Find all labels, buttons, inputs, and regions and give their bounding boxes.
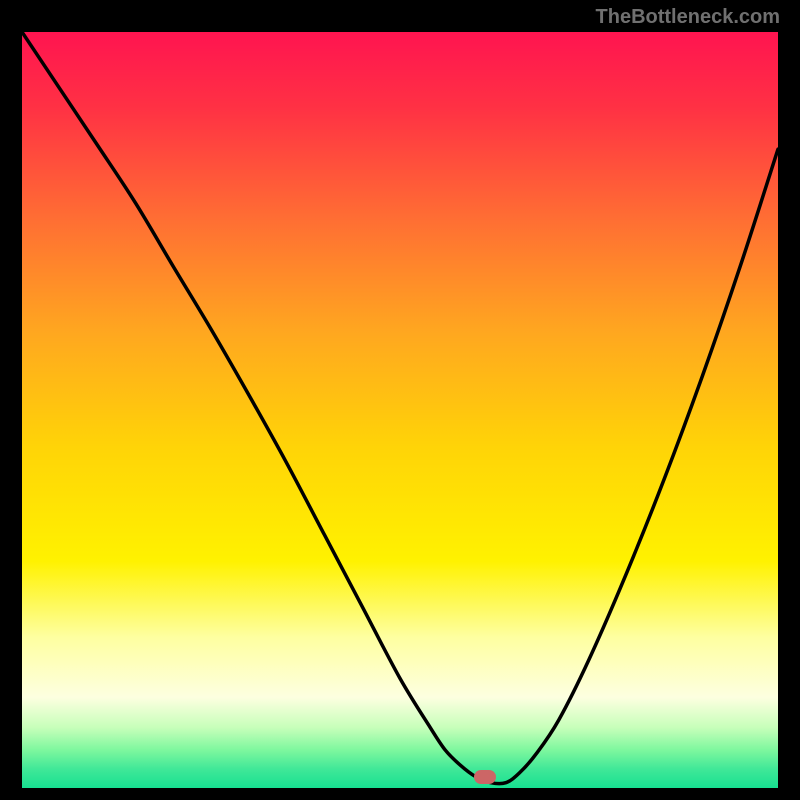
minimum-marker [474, 770, 496, 784]
bottleneck-curve [22, 32, 778, 788]
watermark-text: TheBottleneck.com [596, 6, 780, 29]
bottleneck-chart [22, 32, 778, 788]
